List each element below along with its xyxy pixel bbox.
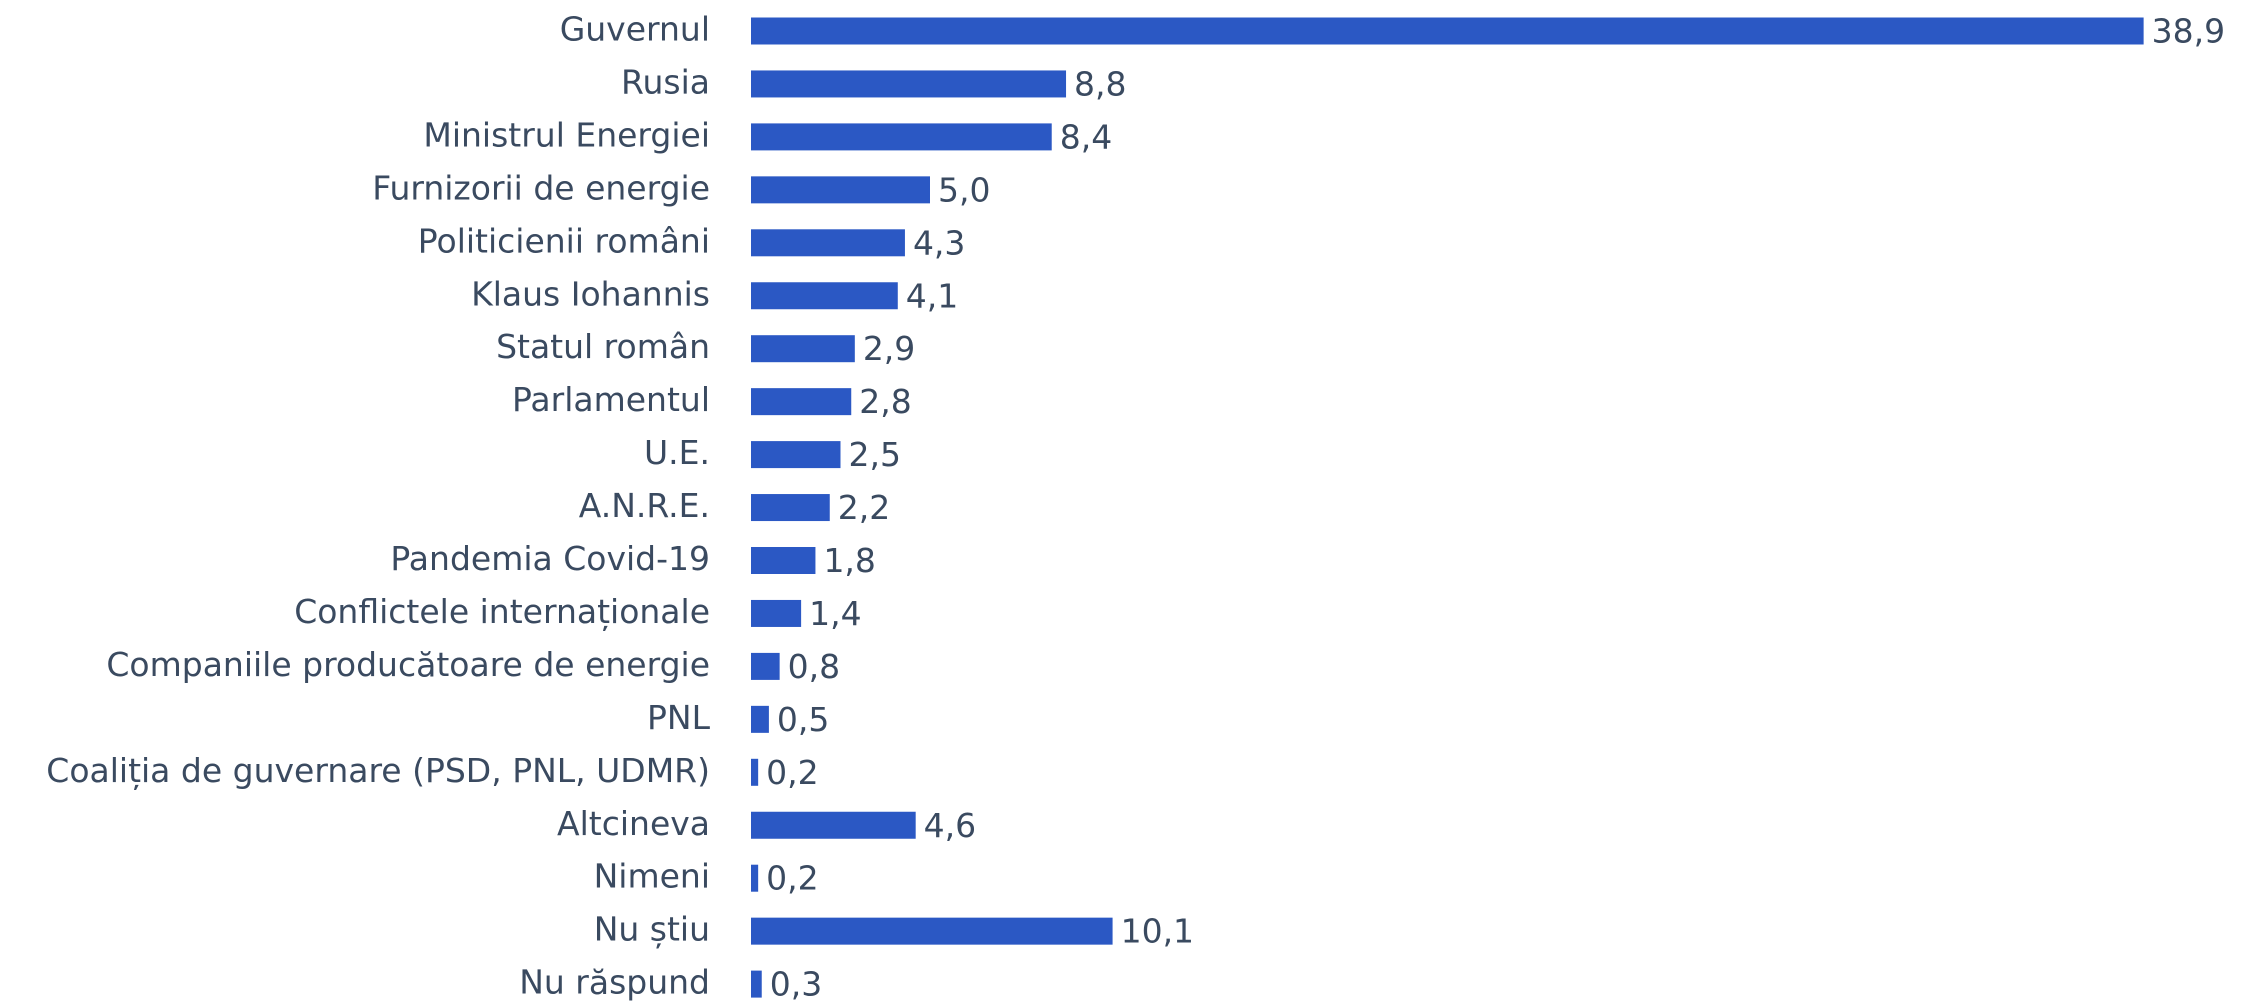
bar [751,652,780,680]
data-label: 2,9 [863,329,915,368]
data-label: 8,8 [1074,64,1126,103]
data-label: 4,6 [924,806,976,845]
category-label: A.N.R.E. [579,486,710,525]
category-label: Ministrul Energiei [423,115,710,154]
category-label: Klaus Iohannis [471,274,710,313]
data-label: 1,8 [823,541,875,580]
category-label: Companiile producătoare de energie [106,645,710,684]
data-label: 0,2 [766,753,818,792]
bar [751,17,2144,45]
data-label: 4,3 [913,223,965,262]
data-label: 0,3 [770,965,822,1002]
bar [751,599,802,627]
category-label: Parlamentul [512,380,710,419]
category-label: Nimeni [594,857,710,896]
bar [751,864,759,892]
category-label: Politicienii români [418,221,710,260]
data-label: 8,4 [1060,117,1112,156]
bar [751,970,762,998]
category-label: Pandemia Covid-19 [390,539,710,578]
data-label: 2,2 [838,488,890,527]
category-label: Statul român [496,327,710,366]
data-label: 38,9 [2152,12,2225,51]
bar [751,388,852,416]
data-label: 5,0 [938,170,990,209]
bar [751,811,916,839]
bar [751,758,759,786]
bar [751,123,1052,151]
category-label: Guvernul [560,10,710,49]
data-label: 10,1 [1121,912,1194,951]
category-label: Rusia [621,62,710,101]
category-label: Altcineva [557,804,710,843]
category-label: Furnizorii de energie [372,168,710,207]
data-label: 0,2 [766,859,818,898]
category-label: Coaliția de guvernare (PSD, PNL, UDMR) [46,751,710,791]
data-label: 0,5 [777,700,829,739]
data-label: 2,8 [859,382,911,421]
bar [751,229,905,257]
category-label: Nu știu [594,910,710,949]
bar [751,494,830,522]
bar [751,705,769,733]
category-label: Conflictele internaționale [294,592,710,632]
category-label: U.E. [644,433,710,472]
bar [751,441,841,469]
bar [751,917,1113,945]
bar [751,70,1067,98]
data-label: 1,4 [809,594,861,633]
bar [751,176,930,204]
data-label: 2,5 [849,435,901,474]
data-label: 4,1 [906,276,958,315]
bar [751,282,898,310]
bar [751,547,816,574]
category-label: Nu răspund [519,963,710,1002]
bar [751,335,855,363]
category-label: PNL [647,698,711,737]
data-label: 0,8 [788,647,840,686]
